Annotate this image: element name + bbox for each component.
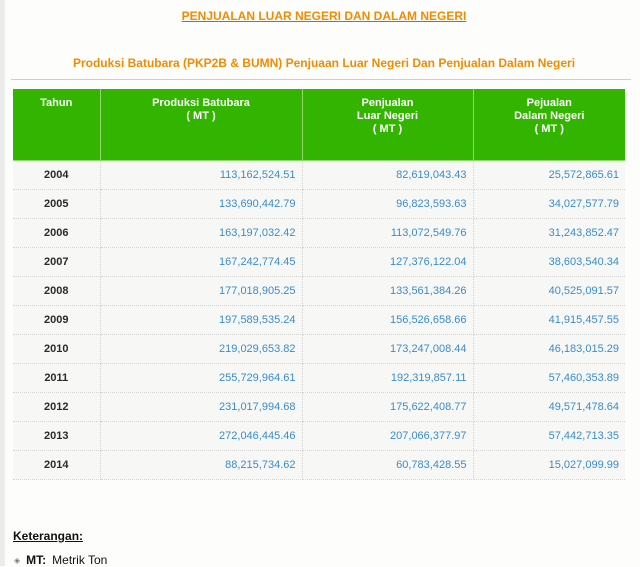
- cell-year: 2007: [13, 247, 101, 277]
- header-line: Dalam Negeri: [514, 110, 585, 122]
- header-dalam-negeri: Pejualan Dalam Negeri( MT ): [473, 89, 625, 161]
- header-line: ( MT ): [372, 123, 403, 135]
- header-line: ( MT ): [186, 110, 216, 122]
- cell-year: 2004: [13, 160, 101, 190]
- cell-year: 2005: [13, 189, 101, 219]
- table-row: 2014 88,215,734.62 60,783,428.55 15,027,099…: [13, 450, 625, 480]
- cell-luar-negeri: 82,619,043.43: [302, 160, 474, 190]
- table-row: 2010 219,029,653.82 173,247,008.44 46,183,0…: [13, 334, 625, 364]
- header-line: Luar Negeri: [356, 110, 419, 122]
- left-edge: [0, 0, 5, 566]
- page-title-link[interactable]: PENJUALAN LUAR NEGERI DAN DALAM NEGERI: [181, 9, 467, 23]
- cell-year: 2009: [13, 305, 101, 335]
- legend-desc: Metrik Ton: [52, 553, 108, 567]
- cell-year: 2013: [13, 421, 101, 451]
- cell-year: 2010: [13, 334, 101, 364]
- coal-sales-table: Tahun Produksi Batubara( MT ) Penjualan Lua…: [13, 89, 625, 480]
- cell-year: 2014: [13, 450, 101, 480]
- cell-year: 2006: [13, 218, 101, 248]
- cell-dalam-negeri: 40,525,091.57: [473, 276, 625, 306]
- header-line: Tahun: [40, 97, 73, 109]
- diamond-bullet-icon: ◈: [14, 555, 21, 565]
- table-row: 2007 167,242,774.45 127,376,122.04 38,603,5…: [13, 247, 625, 277]
- cell-produksi: 113,162,524.51: [100, 160, 303, 190]
- table-row: 2012 231,017,994.68 175,622,408.77 49,571,4…: [13, 392, 625, 422]
- cell-dalam-negeri: 31,243,852.47: [473, 218, 625, 248]
- cell-produksi: 231,017,994.68: [100, 392, 303, 422]
- table-row: 2005 133,690,442.79 96,823,593.63 34,027,57…: [13, 189, 625, 219]
- table-row: 2006 163,197,032.42 113,072,549.76 31,243,8…: [13, 218, 625, 248]
- legend-item: ◈ MT: Metrik Ton: [14, 553, 107, 567]
- cell-luar-negeri: 173,247,008.44: [302, 334, 474, 364]
- cell-luar-negeri: 60,783,428.55: [302, 450, 474, 480]
- cell-luar-negeri: 175,622,408.77: [302, 392, 474, 422]
- table-row: 2013 272,046,445.46 207,066,377.97 57,442,7…: [13, 421, 625, 451]
- table-row: 2009 197,589,535.24 156,526,658.66 41,915,4…: [13, 305, 625, 335]
- divider: [11, 79, 631, 80]
- table-subtitle: Produksi Batubara (PKP2B & BUMN) Penjuaa…: [72, 56, 576, 70]
- cell-year: 2008: [13, 276, 101, 306]
- header-line: ( MT ): [534, 123, 564, 135]
- cell-produksi: 177,018,905.25: [100, 276, 303, 306]
- header-line: Pejualan: [526, 97, 572, 109]
- table-row: 2004 113,162,524.51 82,619,043.43 25,572,86…: [13, 160, 625, 190]
- cell-produksi: 88,215,734.62: [100, 450, 303, 480]
- cell-dalam-negeri: 46,183,015.29: [473, 334, 625, 364]
- cell-dalam-negeri: 49,571,478.64: [473, 392, 625, 422]
- header-tahun: Tahun: [13, 89, 101, 161]
- table-body: 2004 113,162,524.51 82,619,043.43 25,572,86…: [13, 160, 625, 480]
- table-row: 2011 255,729,964.61 192,319,857.11 57,460,3…: [13, 363, 625, 393]
- cell-produksi: 163,197,032.42: [100, 218, 303, 248]
- cell-dalam-negeri: 25,572,865.61: [473, 160, 625, 190]
- cell-dalam-negeri: 57,460,353.89: [473, 363, 625, 393]
- cell-dalam-negeri: 57,442,713.35: [473, 421, 625, 451]
- cell-produksi: 133,690,442.79: [100, 189, 303, 219]
- cell-luar-negeri: 113,072,549.76: [302, 218, 474, 248]
- cell-dalam-negeri: 34,027,577.79: [473, 189, 625, 219]
- header-line: Penjualan: [361, 97, 414, 109]
- cell-dalam-negeri: 41,915,457.55: [473, 305, 625, 335]
- cell-produksi: 167,242,774.45: [100, 247, 303, 277]
- page-title: PENJUALAN LUAR NEGERI DAN DALAM NEGERI: [0, 9, 640, 23]
- header-produksi: Produksi Batubara( MT ): [100, 89, 303, 161]
- header-row: Tahun Produksi Batubara( MT ) Penjualan Lua…: [13, 89, 625, 161]
- cell-luar-negeri: 96,823,593.63: [302, 189, 474, 219]
- cell-luar-negeri: 127,376,122.04: [302, 247, 474, 277]
- legend-heading: Keterangan:: [13, 529, 84, 543]
- cell-dalam-negeri: 15,027,099.99: [473, 450, 625, 480]
- table-row: 2008 177,018,905.25 133,561,384.26 40,525,0…: [13, 276, 625, 306]
- cell-year: 2011: [13, 363, 101, 393]
- cell-produksi: 219,029,653.82: [100, 334, 303, 364]
- cell-luar-negeri: 192,319,857.11: [302, 363, 474, 393]
- cell-produksi: 272,046,445.46: [100, 421, 303, 451]
- cell-luar-negeri: 207,066,377.97: [302, 421, 474, 451]
- cell-luar-negeri: 133,561,384.26: [302, 276, 474, 306]
- cell-produksi: 255,729,964.61: [100, 363, 303, 393]
- legend-term: MT:: [26, 553, 47, 567]
- header-line: Produksi Batubara: [152, 97, 250, 109]
- cell-dalam-negeri: 38,603,540.34: [473, 247, 625, 277]
- cell-produksi: 197,589,535.24: [100, 305, 303, 335]
- cell-year: 2012: [13, 392, 101, 422]
- cell-luar-negeri: 156,526,658.66: [302, 305, 474, 335]
- header-luar-negeri: Penjualan Luar Negeri( MT ): [302, 89, 474, 161]
